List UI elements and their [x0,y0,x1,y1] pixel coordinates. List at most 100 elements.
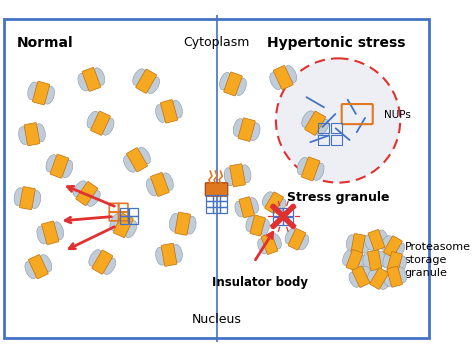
Bar [318,135,329,145]
Text: Hypertonic stress: Hypertonic stress [267,35,405,50]
Bar [129,216,137,225]
FancyBboxPatch shape [370,268,389,289]
Ellipse shape [35,124,46,142]
Ellipse shape [378,230,388,245]
FancyBboxPatch shape [368,230,385,251]
Ellipse shape [316,119,328,136]
Bar [206,195,213,201]
Ellipse shape [14,188,24,206]
Ellipse shape [125,221,137,238]
Ellipse shape [241,165,251,183]
FancyBboxPatch shape [387,252,402,273]
FancyBboxPatch shape [42,221,59,245]
Ellipse shape [394,243,405,257]
Bar [206,201,213,207]
Ellipse shape [258,239,267,254]
FancyBboxPatch shape [50,154,69,178]
Ellipse shape [110,213,122,231]
FancyBboxPatch shape [160,100,178,123]
Ellipse shape [31,191,41,208]
Ellipse shape [62,160,73,178]
Circle shape [276,58,400,183]
Ellipse shape [377,251,386,267]
Ellipse shape [363,253,372,270]
Bar [213,207,220,213]
Ellipse shape [397,267,407,283]
FancyBboxPatch shape [367,250,382,271]
FancyBboxPatch shape [383,236,402,257]
FancyBboxPatch shape [346,250,363,271]
Ellipse shape [73,181,86,197]
FancyBboxPatch shape [387,266,402,287]
Ellipse shape [249,123,260,141]
FancyBboxPatch shape [127,148,147,172]
Ellipse shape [397,256,407,272]
Bar [129,208,137,216]
FancyBboxPatch shape [19,187,35,210]
Ellipse shape [313,163,324,181]
Ellipse shape [346,235,356,251]
Ellipse shape [367,267,378,282]
Ellipse shape [146,178,157,196]
Ellipse shape [46,155,57,172]
Ellipse shape [87,190,100,206]
FancyBboxPatch shape [238,118,255,141]
Bar [206,207,213,213]
Ellipse shape [343,250,353,265]
Ellipse shape [285,66,297,82]
FancyBboxPatch shape [175,212,191,235]
Text: Insulator body: Insulator body [212,276,309,289]
Text: Stress granule: Stress granule [287,191,389,204]
Ellipse shape [302,111,314,127]
FancyBboxPatch shape [24,123,40,146]
FancyBboxPatch shape [151,172,169,196]
FancyBboxPatch shape [265,192,283,213]
Ellipse shape [138,147,151,164]
Ellipse shape [18,127,29,145]
Ellipse shape [53,222,64,240]
Text: Normal: Normal [17,35,73,50]
FancyBboxPatch shape [136,69,156,93]
Ellipse shape [272,233,282,249]
Ellipse shape [233,119,244,136]
Ellipse shape [270,72,282,90]
Ellipse shape [78,74,89,91]
Ellipse shape [363,266,373,281]
FancyBboxPatch shape [352,266,370,287]
Bar [120,208,128,216]
FancyBboxPatch shape [250,215,265,236]
Bar [220,195,227,201]
Ellipse shape [25,262,36,279]
FancyBboxPatch shape [205,183,228,196]
Bar [220,201,227,207]
FancyBboxPatch shape [301,157,320,181]
FancyBboxPatch shape [76,182,98,206]
Ellipse shape [219,72,231,90]
Ellipse shape [40,255,52,272]
Ellipse shape [249,197,258,213]
FancyBboxPatch shape [239,197,255,218]
Ellipse shape [260,220,269,235]
Ellipse shape [285,228,295,243]
Bar [213,195,220,201]
Bar [331,135,342,145]
Ellipse shape [246,216,255,231]
Bar [283,208,293,216]
Ellipse shape [103,258,116,275]
Ellipse shape [172,100,182,118]
Bar [273,208,283,216]
FancyBboxPatch shape [230,164,246,187]
Text: Proteasome
storage
granule: Proteasome storage granule [405,242,471,278]
Bar [331,123,342,133]
Ellipse shape [349,272,359,287]
Ellipse shape [44,86,55,104]
Ellipse shape [299,235,309,250]
Ellipse shape [172,244,182,262]
FancyBboxPatch shape [82,67,100,91]
Ellipse shape [356,255,366,271]
Bar [120,216,128,225]
Ellipse shape [155,247,166,265]
Ellipse shape [94,68,105,85]
Ellipse shape [87,111,99,128]
FancyBboxPatch shape [92,250,113,274]
